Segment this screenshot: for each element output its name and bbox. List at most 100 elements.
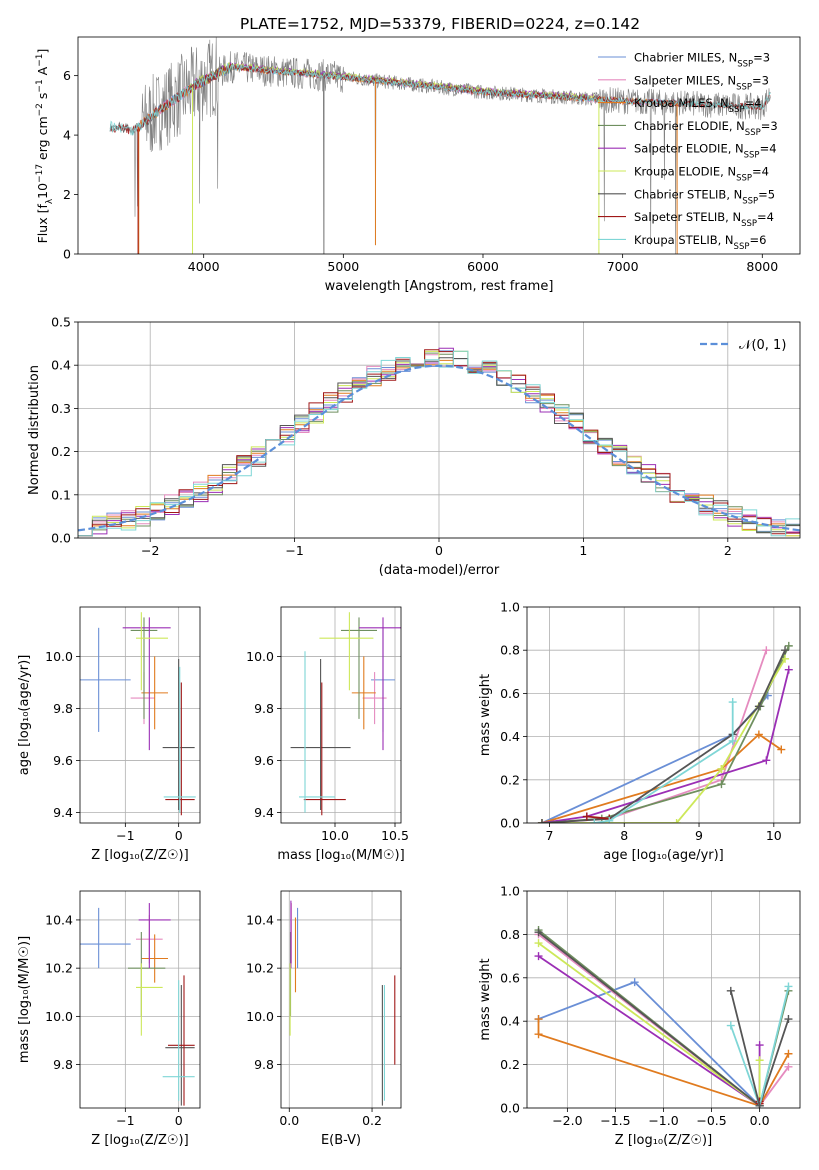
- legend-label-sub: SSP: [741, 219, 757, 229]
- legend-label-text: Chabrier ELODIE, N: [634, 119, 745, 133]
- legend-label-text: Kroupa STELIB, N: [634, 233, 734, 247]
- axes-frame: [280, 890, 402, 1109]
- y-axis-label-part: −1: [35, 79, 45, 92]
- y-tick-label: 9.8: [53, 1057, 73, 1072]
- legend-label-text: Salpeter ELODIE, N: [634, 142, 744, 156]
- plot-area: [537, 641, 793, 823]
- x-tick-label: −1: [116, 828, 134, 843]
- axes-frame: [77, 321, 801, 539]
- y-tick-label: 0.8: [500, 643, 520, 658]
- y-axis-label: Normed distribution: [27, 365, 42, 495]
- y-tick-label: 6: [63, 68, 71, 83]
- legend-label: Kroupa ELODIE, NSSP=4: [634, 165, 769, 184]
- axes-frame: [77, 36, 801, 255]
- y-tick-label: 10.0: [45, 1009, 73, 1024]
- mass-weight-marker: [784, 1049, 793, 1058]
- y-axis-label-part: Flux [f: [35, 204, 50, 244]
- y-axis-label-part: −17: [35, 164, 45, 183]
- mass-weight-marker: [728, 698, 737, 707]
- figure-title: PLATE=1752, MJD=53379, FIBERID=0224, z=0…: [240, 15, 640, 33]
- plot-area: [78, 347, 800, 537]
- plot-area: [80, 903, 195, 1106]
- x-axis-label: Z [log₁₀(Z/Z☉)]: [91, 848, 188, 863]
- mass-weight-marker: [630, 978, 639, 987]
- x-tick-label: 7000: [607, 259, 639, 274]
- x-tick-label: 5000: [327, 259, 359, 274]
- mass-weight-line: [594, 702, 734, 823]
- model-spectrum-line: [189, 62, 598, 102]
- legend-label-text: Salpeter STELIB, N: [634, 210, 741, 224]
- x-tick-label: −1: [116, 1113, 134, 1128]
- errorbar-point: [163, 666, 196, 813]
- y-tick-label: 9.4: [53, 805, 73, 820]
- x-tick-label: 2: [724, 543, 732, 558]
- errorbar-point: [141, 656, 168, 730]
- mass-weight-marker: [717, 780, 726, 789]
- x-tick-label: −0.5: [696, 1113, 726, 1128]
- y-tick-label: 0.1: [51, 487, 71, 502]
- y-tick-label: 0.6: [500, 970, 520, 985]
- axes-frame: [526, 606, 801, 824]
- axes-frame: [526, 890, 801, 1109]
- legend-label-suffix: =3: [761, 119, 778, 133]
- y-axis-label-part: −2: [35, 103, 45, 116]
- y-tick-label: 0.0: [500, 816, 520, 831]
- legend-label-sub: SSP: [736, 82, 752, 92]
- errorbar-point: [351, 656, 376, 730]
- y-tick-label: 0.5: [51, 315, 71, 330]
- legend-label-suffix: =5: [758, 187, 775, 201]
- errorbar-point: [319, 612, 374, 691]
- legend-label-sub: SSP: [744, 151, 760, 161]
- errorbar-point: [341, 617, 377, 719]
- legend-label: Salpeter ELODIE, NSSP=4: [634, 142, 777, 161]
- y-axis-label-part: ]: [35, 49, 50, 54]
- y-tick-label: 10.2: [246, 961, 274, 976]
- y-tick-label: 10.0: [45, 649, 73, 664]
- axes-frame: [280, 606, 402, 824]
- x-tick-label: 9: [695, 828, 703, 843]
- mass-weight-line: [541, 669, 790, 823]
- mass-weight-marker: [534, 939, 543, 948]
- mass-weight-marker: [537, 819, 546, 823]
- x-tick-label: 10.5: [381, 828, 409, 843]
- mass-weight-marker: [755, 1101, 764, 1108]
- mass-weight-marker: [534, 928, 543, 937]
- y-tick-label: 0.2: [51, 444, 71, 459]
- mass-weight-marker: [754, 730, 763, 739]
- legend-label-sub: SSP: [745, 128, 761, 138]
- age-vs-metallicity-panel: −1 0 9.4 9.6 9.8 10.0 Z [log₁₀(Z/Z☉)] age [log₁…: [17, 606, 201, 863]
- legend-label-sub: SSP: [729, 105, 745, 115]
- mass-weight-marker: [784, 982, 793, 991]
- errorbar-point: [80, 627, 131, 732]
- mass-weight-marker: [582, 812, 591, 821]
- mass-weight-marker: [781, 646, 790, 655]
- errorbar-point: [290, 659, 351, 810]
- mass-weight-line: [537, 1019, 790, 1107]
- legend-label-suffix: =3: [752, 73, 769, 87]
- legend-label-suffix: =6: [749, 233, 766, 247]
- spectrum-panel: 4000 5000 6000 7000 8000 0 2 4 6 wavelength [Angs…: [35, 36, 801, 294]
- y-tick-label: 0.4: [51, 358, 71, 373]
- x-axis-label: mass [log₁₀(M/M☉)]: [277, 848, 404, 863]
- model-spectrum-line: [109, 62, 771, 136]
- axes-frame: [79, 606, 201, 824]
- errorbar-point: [130, 617, 158, 719]
- mass-weight-marker: [728, 736, 737, 745]
- plot-area: [109, 37, 771, 254]
- errorbar-point: [130, 672, 155, 725]
- y-axis-label: age [log₁₀(age/yr)]: [17, 655, 32, 776]
- legend-label: Kroupa STELIB, NSSP=6: [634, 233, 766, 252]
- y-axis-label: mass weight: [478, 958, 493, 1040]
- mass-weight-line: [537, 942, 761, 1108]
- weight-vs-age-panel: 7 8 9 10 0.0 0.2 0.4 0.6 0.8 1.0 age [log₁₀(age/yr…: [478, 600, 801, 863]
- y-tick-label: 1.0: [500, 600, 520, 615]
- y-tick-label: 0.4: [500, 1014, 520, 1029]
- x-tick-label: 7: [545, 828, 553, 843]
- errorbar-point: [136, 963, 163, 1036]
- y-tick-label: 0: [63, 247, 71, 262]
- legend-label-suffix: =4: [760, 142, 777, 156]
- legend-label: Chabrier ELODIE, NSSP=3: [634, 119, 778, 138]
- y-tick-label: 0.2: [500, 772, 520, 787]
- x-tick-label: 0: [175, 1113, 183, 1128]
